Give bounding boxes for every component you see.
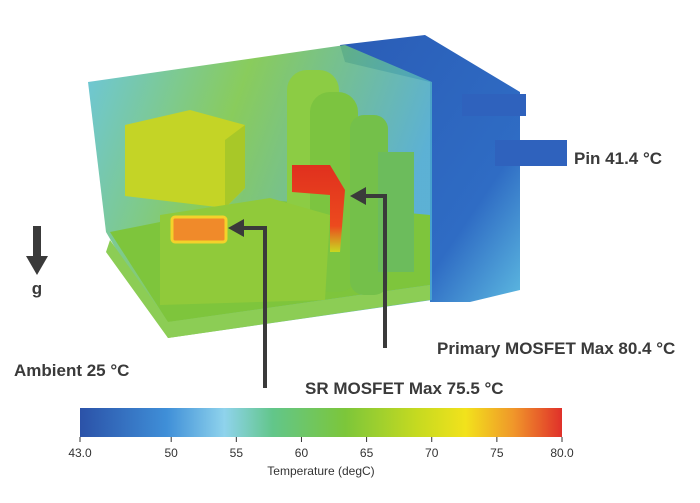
primary-mosfet <box>292 165 345 252</box>
heatsink <box>160 198 330 305</box>
callouts <box>33 194 387 388</box>
colorbar-tick-label: 55 <box>230 446 244 460</box>
arrowhead <box>26 256 48 275</box>
primary-label: Primary MOSFET Max 80.4 °C <box>437 339 675 358</box>
transformer-block <box>125 110 245 208</box>
colorbar-tick-label: 60 <box>295 446 309 460</box>
sr-mosfet <box>170 215 228 244</box>
arrowhead <box>350 187 366 205</box>
colorbar-tick-label: 50 <box>165 446 179 460</box>
colorbar-gradient <box>80 408 562 437</box>
arrowhead <box>228 219 244 237</box>
model <box>88 35 567 338</box>
colorbar-label: Temperature (degC) <box>267 464 374 478</box>
transformer-side <box>225 125 245 208</box>
gravity-label: g <box>32 279 42 298</box>
colorbar-tick-label: 75 <box>490 446 504 460</box>
bottom-plate <box>106 240 430 338</box>
colorbar: Temperature (degC) 43.0 50 55 60 65 70 75 80.0 <box>68 408 574 478</box>
pin <box>462 94 526 116</box>
pin <box>495 140 567 166</box>
colorbar-tick-label: 80.0 <box>550 446 574 460</box>
pin-label: Pin 41.4 °C <box>574 149 662 168</box>
primary-arrow <box>362 194 387 348</box>
sr-arrow <box>240 226 267 388</box>
sr-label: SR MOSFET Max 75.5 °C <box>305 379 504 398</box>
colorbar-tick-label: 70 <box>425 446 439 460</box>
colorbar-tick-label: 65 <box>360 446 374 460</box>
colorbar-tick-label: 43.0 <box>68 446 92 460</box>
ambient-label: Ambient 25 °C <box>14 361 129 380</box>
